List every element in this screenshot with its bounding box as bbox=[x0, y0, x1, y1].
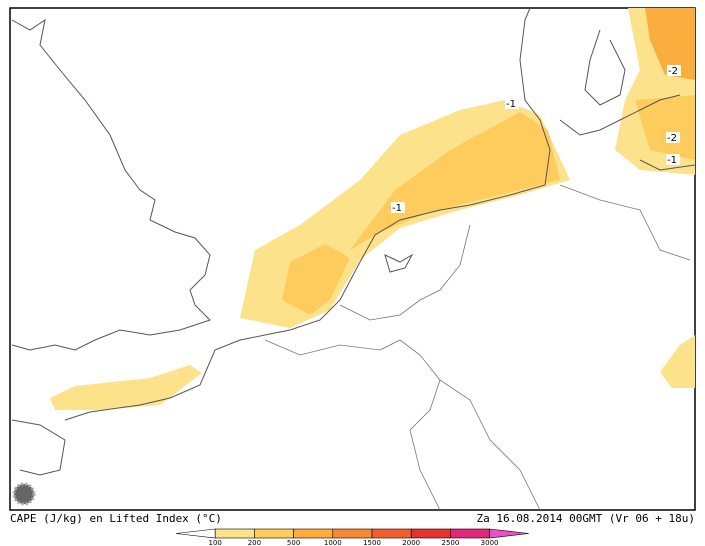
colorbar-segment bbox=[214, 528, 255, 539]
colorbar-segment bbox=[450, 528, 490, 539]
logo bbox=[12, 482, 36, 506]
contour-label: -2 bbox=[668, 66, 678, 77]
colorbar: 100 200 500 1000 1500 2000 2500 3000 bbox=[175, 528, 529, 546]
colorbar-tick-label: 200 bbox=[248, 539, 261, 546]
contour-label: -2 bbox=[667, 133, 677, 144]
colorbar-segment bbox=[293, 528, 334, 539]
colorbar-segment bbox=[371, 528, 412, 539]
colorbar-segment bbox=[254, 528, 294, 539]
contour-label: -1 bbox=[506, 99, 516, 110]
colorbar-tick-label: 1500 bbox=[363, 539, 381, 546]
contour-label: -1 bbox=[392, 203, 402, 214]
footer-right: Za 16.08.2014 00GMT (Vr 06 + 18u) bbox=[476, 512, 695, 525]
colorbar-segment bbox=[410, 528, 451, 539]
colorbar-tick-label: 500 bbox=[287, 539, 300, 546]
colorbar-segment bbox=[332, 528, 373, 539]
colorbar-tick-label: 3000 bbox=[481, 539, 499, 546]
borders bbox=[264, 184, 691, 511]
contour-labels: -1 -1 -2 -2 -1 bbox=[391, 65, 681, 214]
colorbar-tick-label: 2000 bbox=[402, 539, 420, 546]
coastlines bbox=[11, 7, 696, 476]
colorbar-end bbox=[489, 528, 529, 539]
contour-label: -1 bbox=[667, 155, 677, 166]
footer-left: CAPE (J/kg) en Lifted Index (°C) bbox=[10, 512, 222, 525]
colorbar-tick-label: 100 bbox=[209, 539, 222, 546]
colorbar-tick-label: 1000 bbox=[324, 539, 342, 546]
colorbar-tick-label: 2500 bbox=[441, 539, 459, 546]
colorbar-end bbox=[175, 528, 216, 539]
